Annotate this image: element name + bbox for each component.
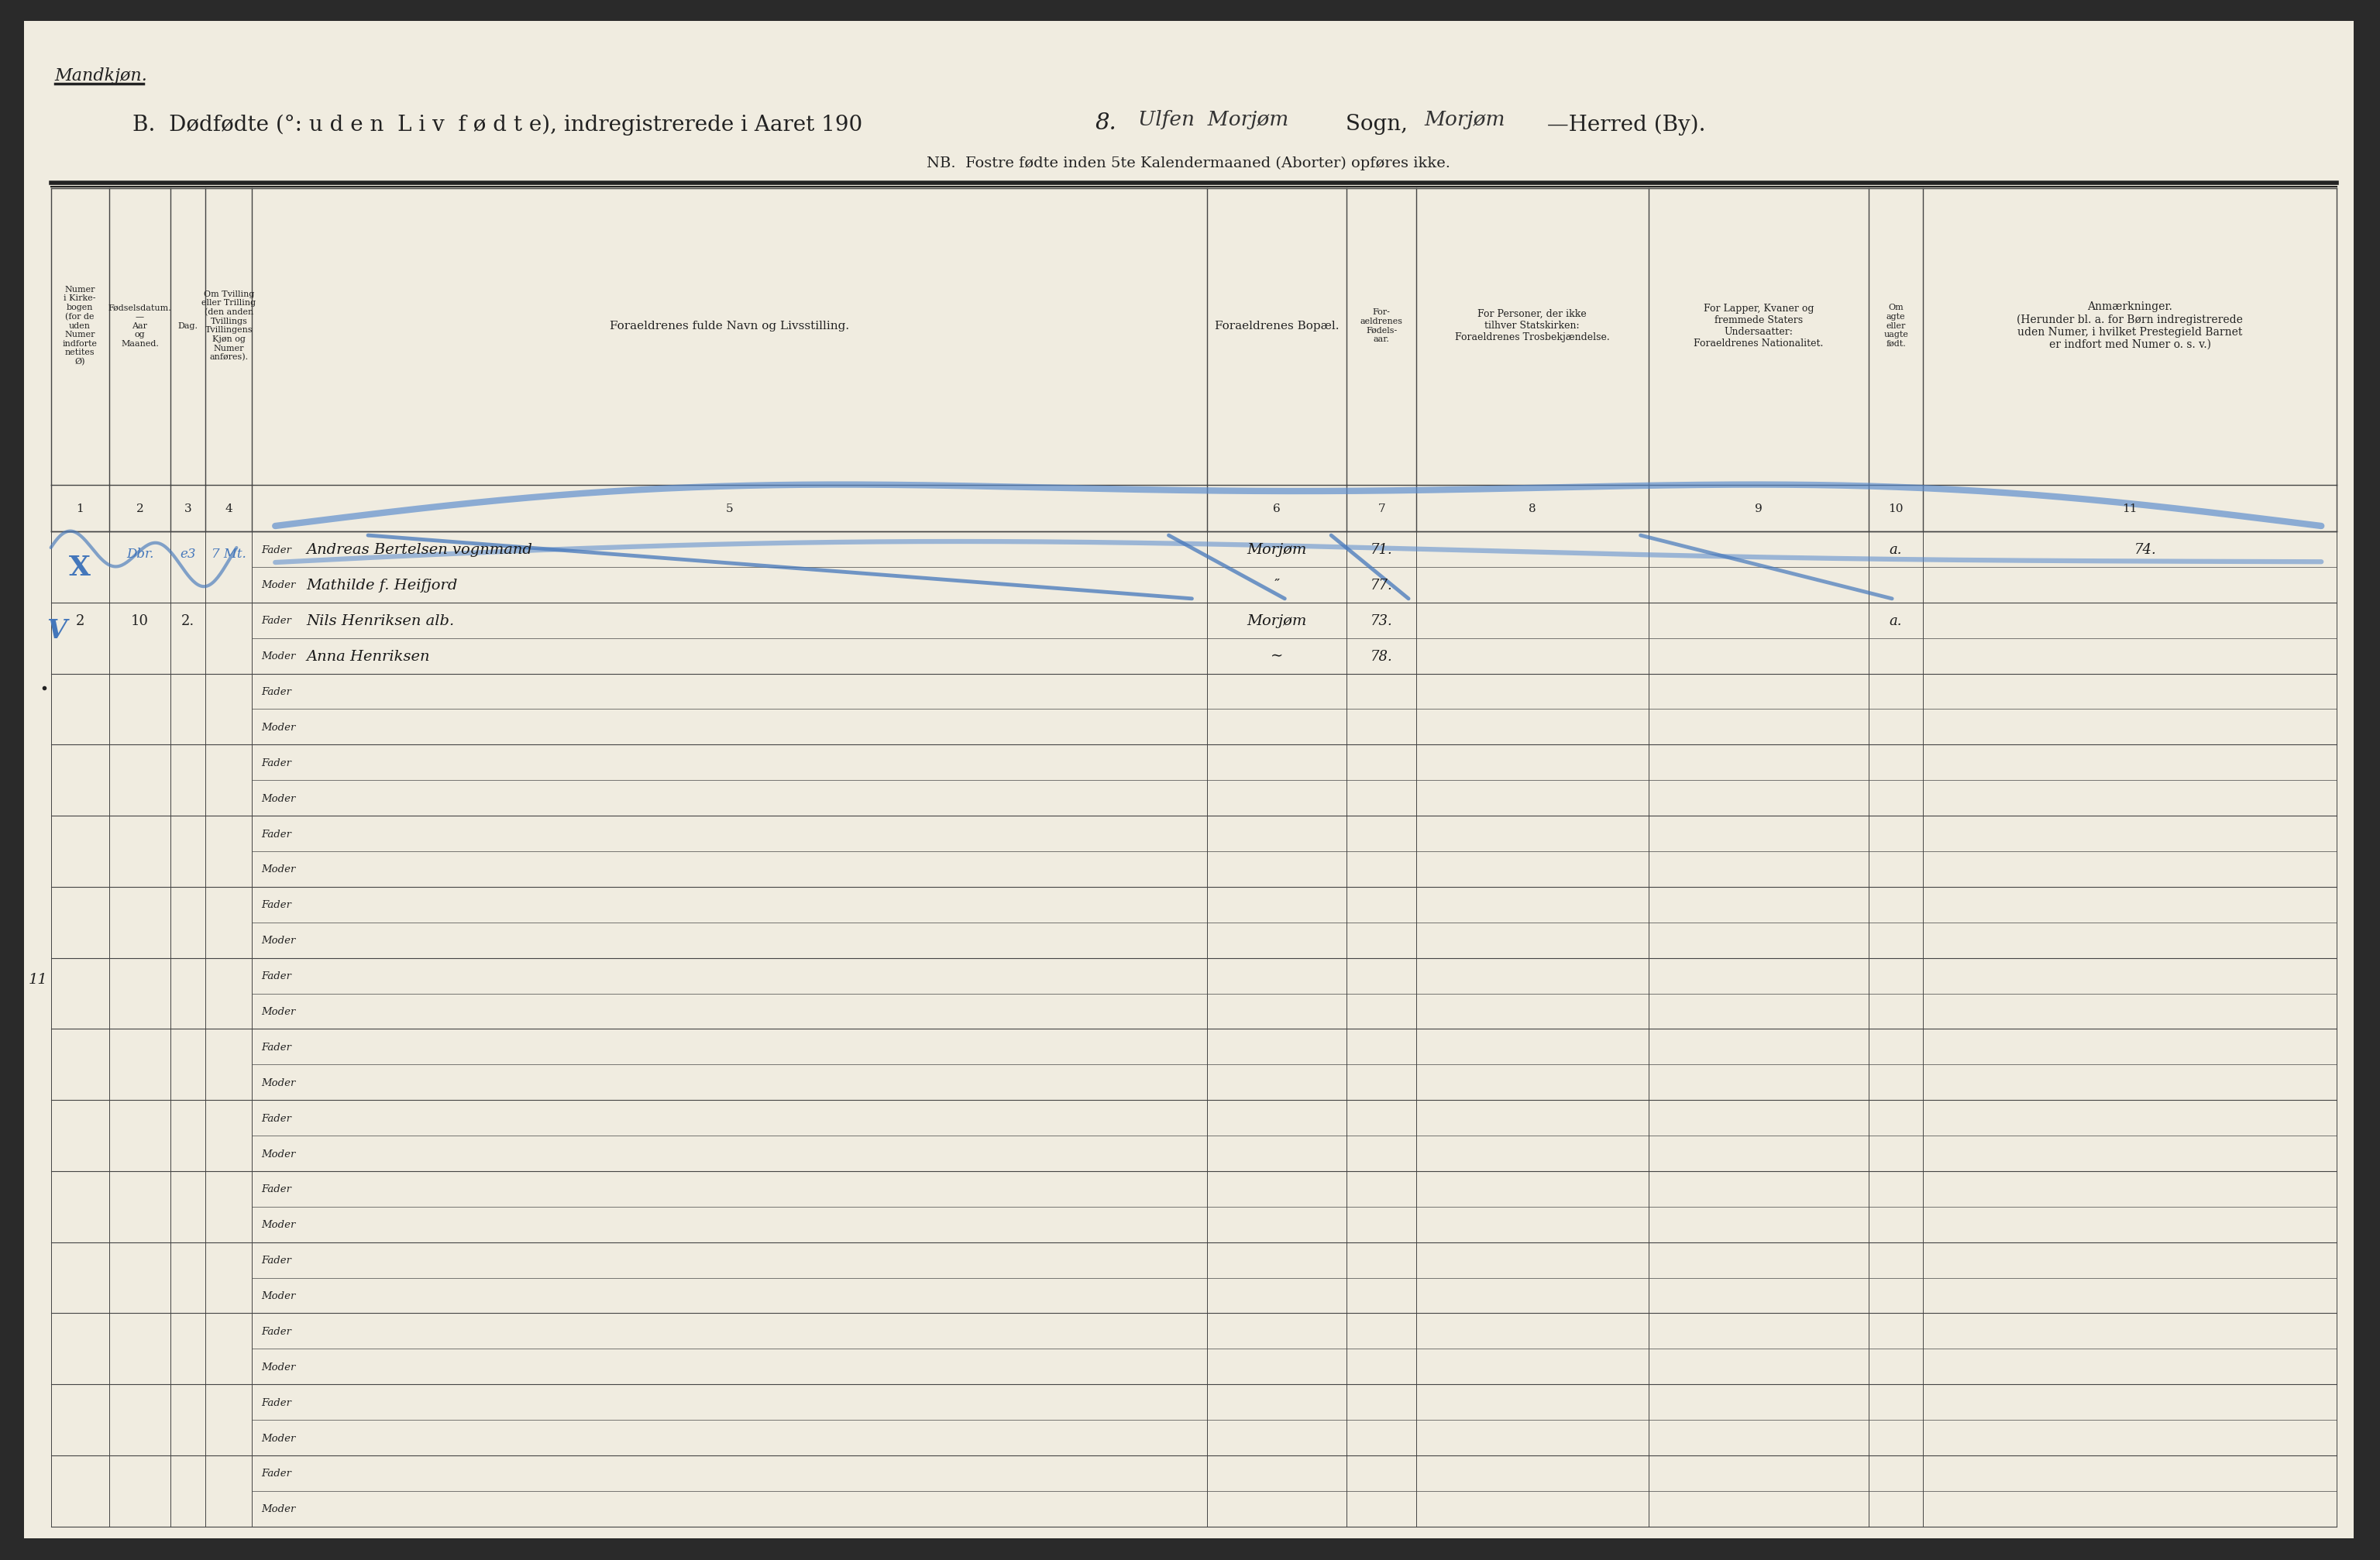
Text: 10: 10 — [1887, 504, 1904, 515]
Text: Morjøm: Morjøm — [1247, 543, 1307, 557]
Text: 8: 8 — [1528, 504, 1535, 515]
Text: Moder: Moder — [262, 722, 295, 732]
Text: 7 Mt.: 7 Mt. — [212, 548, 245, 560]
Text: 1: 1 — [76, 504, 83, 515]
Text: 11: 11 — [2123, 504, 2137, 515]
Text: Om Tvilling
eller Trilling
(den anden
Tvillings
Tvillingens
Kjøn og
Numer
anføre: Om Tvilling eller Trilling (den anden Tv… — [202, 290, 257, 362]
Text: 71.: 71. — [1371, 543, 1392, 557]
Text: Moder: Moder — [262, 1078, 295, 1087]
Text: Anmærkninger.
(Herunder bl. a. for Børn indregistrerede
uden Numer, i hvilket Pr: Anmærkninger. (Herunder bl. a. for Børn … — [2016, 301, 2242, 349]
Text: Moder: Moder — [262, 794, 295, 803]
Text: Moder: Moder — [262, 1006, 295, 1017]
Text: Fader: Fader — [262, 758, 290, 768]
Text: NB.  Fostre fødte inden 5te Kalendermaaned (Aborter) opføres ikke.: NB. Fostre fødte inden 5te Kalendermaane… — [926, 156, 1452, 170]
Text: Fader: Fader — [262, 828, 290, 839]
Text: 77.: 77. — [1371, 579, 1392, 593]
Text: Om
agte
eller
uagte
født.: Om agte eller uagte født. — [1883, 304, 1909, 348]
Text: Mathilde f. Heifjord: Mathilde f. Heifjord — [307, 579, 457, 593]
Text: 7: 7 — [1378, 504, 1385, 515]
Text: Fader: Fader — [262, 544, 290, 555]
Text: 2: 2 — [76, 613, 83, 627]
Text: For Lapper, Kvaner og
fremmede Staters
Undersaatter:
Foraeldrenes Nationalitet.: For Lapper, Kvaner og fremmede Staters U… — [1695, 303, 1823, 348]
Text: Fader: Fader — [262, 616, 290, 626]
Text: Moder: Moder — [262, 936, 295, 945]
Text: Fader: Fader — [262, 1398, 290, 1407]
Text: Fader: Fader — [262, 1468, 290, 1479]
Text: Fader: Fader — [262, 1184, 290, 1193]
Text: 2.: 2. — [181, 613, 195, 627]
Text: Foraeldrenes fulde Navn og Livsstilling.: Foraeldrenes fulde Navn og Livsstilling. — [609, 320, 850, 331]
Text: Moder: Moder — [262, 651, 295, 661]
Text: Numer
i Kirke-
bogen
(for de
uden
Numer
indforte
netites
Ø): Numer i Kirke- bogen (for de uden Numer … — [62, 285, 98, 365]
Text: 2: 2 — [136, 504, 143, 515]
Text: 6: 6 — [1273, 504, 1280, 515]
Text: V: V — [48, 618, 67, 644]
Text: Ulfen  Morjøm: Ulfen Morjøm — [1138, 111, 1288, 129]
Text: 11: 11 — [29, 972, 48, 986]
Text: Moder: Moder — [262, 1290, 295, 1301]
Text: Fader: Fader — [262, 1112, 290, 1123]
Text: 10: 10 — [131, 613, 148, 627]
Text: Fader: Fader — [262, 1256, 290, 1265]
Text: 74.: 74. — [2135, 543, 2156, 557]
Text: Fader: Fader — [262, 686, 290, 697]
Text: a.: a. — [1890, 613, 1902, 627]
Text: ∼: ∼ — [1271, 649, 1283, 663]
Text: For-
aeldrenes
Fødels-
aar.: For- aeldrenes Fødels- aar. — [1359, 309, 1402, 343]
Text: 5: 5 — [726, 504, 733, 515]
Text: 9: 9 — [1754, 504, 1761, 515]
Text: Andreas Bertelsen vognmand: Andreas Bertelsen vognmand — [307, 543, 533, 557]
Text: Mandkjøn.: Mandkjøn. — [55, 67, 148, 84]
Text: a.: a. — [1890, 543, 1902, 557]
Text: Dbr.: Dbr. — [126, 548, 155, 560]
Text: Moder: Moder — [262, 580, 295, 590]
Text: B.  Dødfødte (°: u d e n  L i v  f ø d t e), indregistrerede i Aaret 190: B. Dødfødte (°: u d e n L i v f ø d t e)… — [133, 114, 862, 136]
Text: X: X — [69, 554, 90, 580]
Text: 3: 3 — [186, 504, 193, 515]
Text: Fader: Fader — [262, 900, 290, 909]
Text: Foraeldrenes Bopæl.: Foraeldrenes Bopæl. — [1214, 320, 1340, 331]
Text: Fader: Fader — [262, 1326, 290, 1337]
Text: e3: e3 — [181, 548, 195, 560]
Text: Fødselsdatum.
—
Aar
og
Maaned.: Fødselsdatum. — Aar og Maaned. — [107, 304, 171, 348]
Text: 78.: 78. — [1371, 649, 1392, 663]
Text: Moder: Moder — [262, 1504, 295, 1513]
Text: Fader: Fader — [262, 970, 290, 981]
Text: Fader: Fader — [262, 1042, 290, 1051]
Text: 73.: 73. — [1371, 613, 1392, 627]
Text: Moder: Moder — [262, 1432, 295, 1443]
Text: Moder: Moder — [262, 1362, 295, 1371]
Text: Morjøm: Morjøm — [1423, 111, 1504, 129]
Text: Anna Henriksen: Anna Henriksen — [307, 649, 431, 663]
Text: Moder: Moder — [262, 1220, 295, 1229]
Text: Morjøm: Morjøm — [1247, 613, 1307, 627]
Text: Moder: Moder — [262, 864, 295, 875]
Text: For Personer, der ikke
tilhver Statskirken:
Foraeldrenes Trosbekjændelse.: For Personer, der ikke tilhver Statskirk… — [1454, 309, 1609, 342]
Text: Nils Henriksen alb.: Nils Henriksen alb. — [307, 613, 455, 627]
Text: Sogn,: Sogn, — [1340, 114, 1409, 134]
Text: ″: ″ — [1273, 579, 1280, 593]
Text: 8.: 8. — [1095, 112, 1116, 134]
Text: 4: 4 — [226, 504, 233, 515]
Text: Dag.: Dag. — [178, 321, 198, 329]
Text: —Herred (By).: —Herred (By). — [1540, 114, 1706, 136]
Text: Moder: Moder — [262, 1148, 295, 1159]
